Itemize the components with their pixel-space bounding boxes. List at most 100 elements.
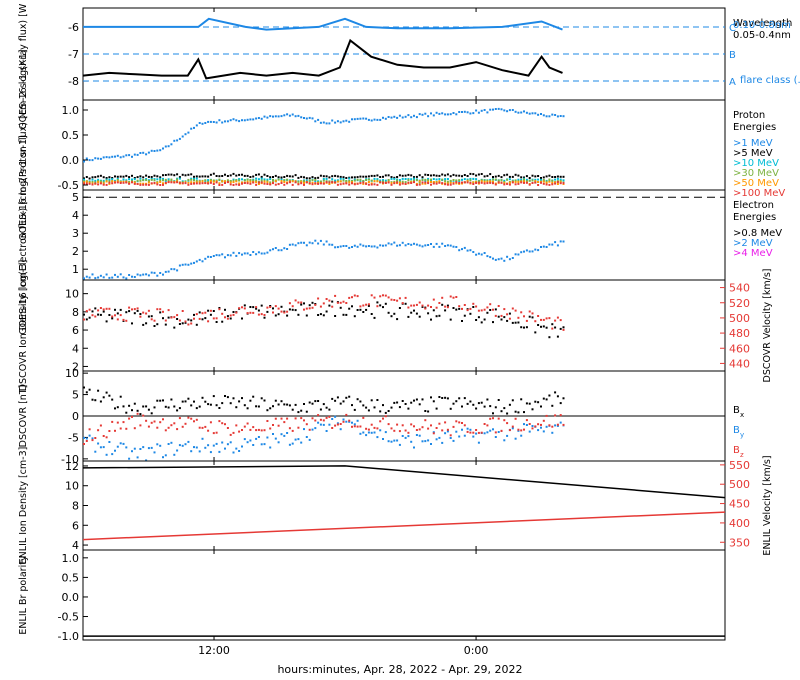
- legend-item: B: [733, 445, 740, 456]
- data-point: [446, 397, 449, 400]
- data-point: [376, 305, 379, 308]
- data-point: [311, 242, 314, 245]
- data-point: [218, 119, 221, 122]
- data-point: [542, 179, 545, 181]
- data-point: [438, 396, 441, 398]
- data-point: [229, 433, 232, 436]
- data-point: [517, 182, 520, 185]
- data-point: [455, 400, 458, 403]
- data-point: [277, 183, 280, 186]
- data-point: [494, 314, 497, 317]
- data-point: [255, 179, 258, 182]
- data-point: [235, 183, 238, 186]
- data-point: [215, 321, 218, 323]
- data-point: [221, 253, 224, 256]
- data-point: [280, 305, 283, 308]
- data-point: [288, 175, 291, 178]
- data-point: [421, 113, 424, 116]
- time-axis-title: hours:minutes, Apr. 28, 2022 - Apr. 29, …: [277, 663, 522, 676]
- data-point: [105, 391, 108, 394]
- data-point: [542, 419, 545, 422]
- data-point: [311, 402, 314, 405]
- data-point: [139, 175, 142, 178]
- data-point: [116, 318, 119, 321]
- data-point: [559, 178, 562, 181]
- data-point: [102, 182, 105, 185]
- data-point: [336, 423, 339, 426]
- data-point: [469, 181, 472, 184]
- data-point: [229, 181, 232, 184]
- data-point: [508, 312, 511, 315]
- data-point: [545, 326, 548, 329]
- data-point: [125, 174, 128, 177]
- data-point: [164, 145, 167, 148]
- data-point: [418, 183, 421, 186]
- ytick-label: 0.0: [62, 154, 80, 167]
- data-point: [167, 443, 170, 445]
- data-point: [511, 425, 514, 428]
- data-point: [508, 181, 511, 184]
- data-point: [500, 108, 503, 111]
- data-point: [382, 175, 384, 178]
- data-point: [441, 182, 444, 185]
- data-point: [145, 312, 148, 315]
- data-point: [280, 400, 283, 403]
- data-point: [99, 424, 102, 427]
- data-point: [204, 446, 207, 449]
- data-point: [91, 183, 94, 186]
- data-point: [198, 317, 201, 320]
- data-point: [173, 174, 176, 177]
- data-point: [511, 175, 514, 178]
- data-point: [131, 415, 133, 418]
- data-point: [486, 431, 489, 434]
- data-point: [449, 179, 452, 182]
- data-point: [444, 174, 447, 177]
- data-point: [243, 119, 246, 122]
- data-point: [215, 442, 218, 445]
- data-point: [153, 406, 156, 409]
- data-point: [255, 181, 258, 184]
- data-point: [359, 432, 362, 435]
- data-point: [514, 309, 517, 312]
- data-point: [556, 183, 559, 185]
- data-point: [159, 149, 162, 152]
- data-point: [201, 182, 204, 185]
- data-point: [193, 261, 195, 264]
- legend-item: >0.8 MeV: [733, 228, 782, 239]
- data-point: [283, 434, 286, 437]
- data-point: [195, 179, 198, 182]
- data-point: [480, 180, 483, 183]
- data-point: [131, 308, 133, 311]
- data-point: [339, 245, 342, 248]
- data-point: [554, 178, 557, 181]
- data-point: [170, 441, 173, 444]
- data-point: [246, 182, 249, 185]
- data-point: [119, 175, 122, 178]
- data-point: [500, 314, 503, 317]
- data-point: [444, 113, 447, 116]
- data-point: [176, 318, 179, 320]
- legend-title: Wavelength: [733, 18, 792, 29]
- data-point: [142, 182, 145, 185]
- data-point: [133, 177, 136, 179]
- legend-subscript: z: [740, 451, 744, 459]
- data-point: [489, 256, 492, 259]
- data-point: [334, 399, 337, 402]
- data-point: [540, 177, 542, 179]
- data-point: [508, 109, 511, 112]
- data-point: [232, 179, 235, 182]
- data-point: [257, 405, 260, 408]
- data-point: [187, 440, 190, 443]
- data-point: [235, 406, 238, 409]
- data-point: [356, 245, 359, 248]
- data-point: [418, 434, 421, 437]
- data-point: [351, 246, 353, 248]
- data-point: [97, 389, 100, 392]
- data-point: [489, 309, 492, 311]
- data-point: [438, 180, 441, 183]
- data-point: [128, 417, 131, 420]
- data-point: [241, 253, 243, 256]
- data-point: [393, 182, 396, 185]
- data-point: [142, 151, 145, 154]
- data-point: [164, 270, 167, 273]
